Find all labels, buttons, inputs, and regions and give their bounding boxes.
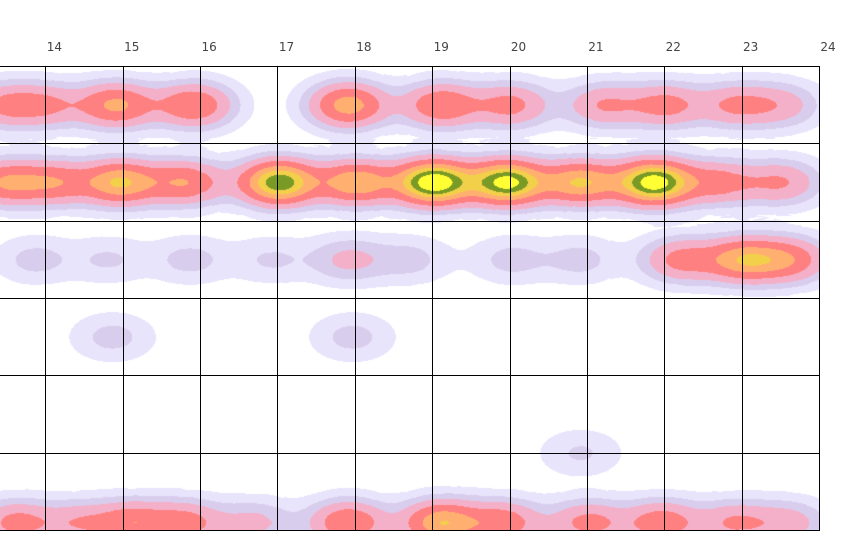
x-tick-label: 18 bbox=[356, 40, 371, 54]
x-tick-label: 24 bbox=[820, 40, 835, 54]
x-tick-label: 21 bbox=[588, 40, 603, 54]
x-tick-labels: 14 15 16 17 18 19 20 21 22 23 24 bbox=[47, 40, 836, 54]
x-tick-label: 17 bbox=[279, 40, 294, 54]
x-tick-label: 15 bbox=[124, 40, 139, 54]
plot-area bbox=[0, 66, 820, 531]
x-tick-label: 20 bbox=[511, 40, 526, 54]
grid-lines bbox=[0, 66, 820, 531]
x-tick-label: 14 bbox=[47, 40, 62, 54]
x-tick-label: 22 bbox=[666, 40, 681, 54]
x-tick-label: 23 bbox=[743, 40, 758, 54]
x-tick-label: 16 bbox=[201, 40, 216, 54]
x-tick-label: 19 bbox=[434, 40, 449, 54]
